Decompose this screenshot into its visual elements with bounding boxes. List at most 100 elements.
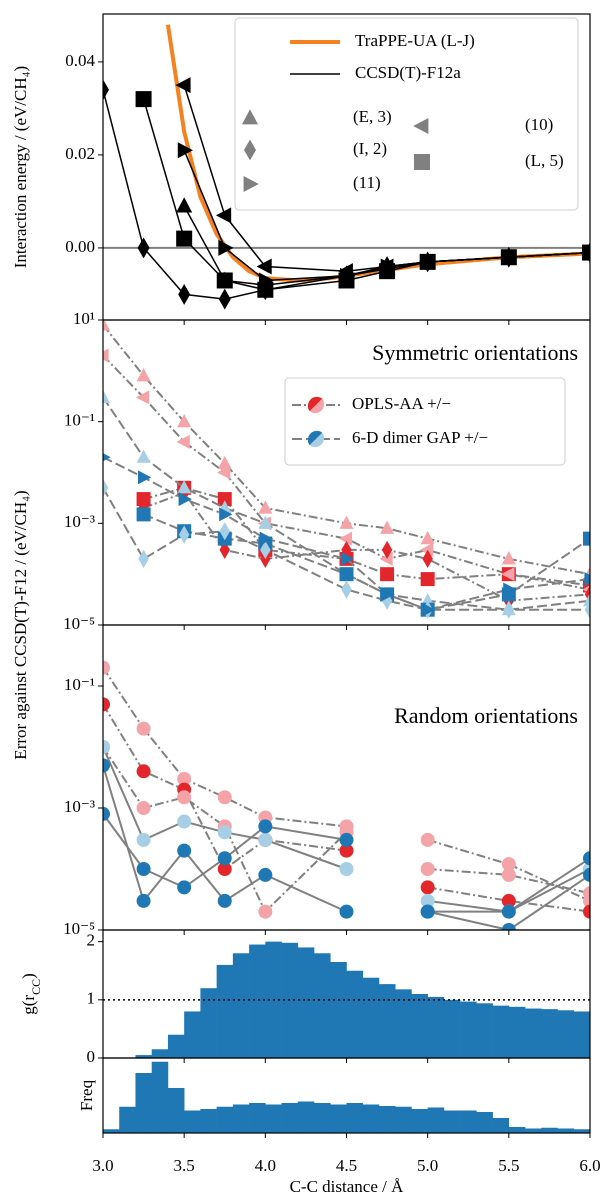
marker	[138, 470, 151, 484]
marker	[414, 154, 430, 170]
marker	[421, 905, 435, 919]
marker	[176, 435, 189, 449]
marker	[340, 862, 354, 876]
y-tick-label: 10⁻⁵	[63, 614, 95, 633]
legend-label: CCSD(T)-F12a	[355, 63, 461, 82]
legend-box	[285, 378, 565, 465]
bar	[249, 945, 266, 1058]
bar	[379, 984, 396, 1058]
marker	[219, 289, 231, 310]
bar	[363, 978, 380, 1058]
legend-label: (I, 2)	[353, 139, 387, 158]
marker	[340, 905, 354, 919]
bar	[347, 1103, 364, 1133]
x-tick-label: 5.5	[498, 1156, 519, 1175]
marker	[177, 414, 191, 427]
marker	[218, 851, 232, 865]
y-tick-label: 10⁻¹	[64, 675, 95, 694]
x-axis-label: C-C distance / Å	[290, 1177, 405, 1196]
bar	[135, 1073, 152, 1133]
y-axis-label-part: g(r	[19, 995, 38, 1015]
x-tick-label: 4.0	[255, 1156, 276, 1175]
y-tick-label: 2	[87, 931, 96, 950]
bar	[558, 1010, 575, 1058]
bar	[363, 1105, 380, 1134]
bar	[411, 1109, 428, 1133]
bar	[168, 1088, 185, 1133]
y-tick-label: 10¹	[73, 309, 95, 328]
plot-area	[103, 1062, 590, 1133]
bar	[330, 962, 347, 1058]
bar	[233, 953, 250, 1058]
marker	[177, 844, 191, 858]
bar	[314, 1103, 331, 1133]
bar	[168, 1035, 185, 1058]
bar	[184, 1011, 201, 1058]
bar	[444, 1111, 461, 1134]
bar	[217, 1107, 234, 1133]
y-tick-label: 10⁻³	[64, 797, 95, 816]
marker	[136, 390, 149, 404]
y-axis-label: Freq	[77, 1079, 96, 1111]
annotation: Symmetric orientations	[372, 340, 578, 365]
x-tick-label: 3.5	[174, 1156, 195, 1175]
bar	[249, 1103, 266, 1133]
bar	[493, 1006, 510, 1058]
y-tick-label: 0.04	[65, 51, 95, 70]
annotation: Random orientations	[394, 703, 578, 728]
marker	[136, 91, 152, 107]
bar	[541, 1009, 558, 1058]
bar	[509, 1127, 526, 1133]
marker	[421, 531, 435, 544]
marker	[177, 880, 191, 894]
y-tick-label: 0.02	[65, 144, 95, 163]
y-axis-label: Error against CCSD(T)-F12 / (eV/CH₄)	[11, 490, 30, 759]
bar	[314, 953, 331, 1058]
bar	[298, 1102, 315, 1134]
bar	[541, 1128, 558, 1133]
marker	[137, 894, 151, 908]
bar	[460, 1002, 477, 1058]
bar	[428, 997, 445, 1058]
marker	[138, 238, 150, 259]
marker	[217, 272, 233, 288]
marker	[258, 833, 272, 847]
marker	[379, 263, 395, 279]
marker	[257, 282, 273, 298]
marker	[218, 790, 232, 804]
bar	[233, 1105, 250, 1134]
marker	[177, 815, 191, 829]
y-axis-label: Interaction energy / (eV/CH₄)	[11, 66, 30, 268]
figure: 0.00 0.02 0.04 Interaction energy / (eV/CH₄…	[0, 0, 603, 1201]
marker	[421, 833, 435, 847]
marker	[176, 231, 192, 247]
marker	[137, 764, 151, 778]
bar	[574, 1011, 591, 1058]
bar	[152, 1049, 169, 1058]
bar	[298, 947, 315, 1058]
legend-label: 6-D dimer GAP +/−	[352, 428, 488, 447]
bar	[184, 1111, 201, 1134]
marker	[340, 833, 354, 847]
page: 0.00 0.02 0.04 Interaction energy / (eV/CH₄…	[0, 0, 603, 1201]
y-tick-label: 10⁻¹	[64, 411, 95, 430]
bar	[379, 1106, 396, 1133]
marker	[584, 572, 597, 586]
x-tick-label: 4.5	[336, 1156, 357, 1175]
bar	[119, 1107, 136, 1133]
legend-label: (E, 3)	[353, 107, 392, 126]
marker	[137, 833, 151, 847]
bar	[217, 965, 234, 1058]
marker	[218, 894, 232, 908]
y-tick-label: 0.00	[65, 237, 95, 256]
marker	[218, 825, 232, 839]
legend-label: TraPPE-UA (L-J)	[355, 31, 475, 50]
marker	[137, 722, 151, 736]
plot-area	[103, 942, 590, 1058]
y-tick-label: 0	[87, 1047, 96, 1066]
bar	[347, 971, 364, 1058]
bar	[509, 1007, 526, 1058]
y-tick-label: 10⁻³	[64, 512, 95, 531]
marker	[420, 254, 436, 270]
legend-label: (10)	[525, 115, 553, 134]
